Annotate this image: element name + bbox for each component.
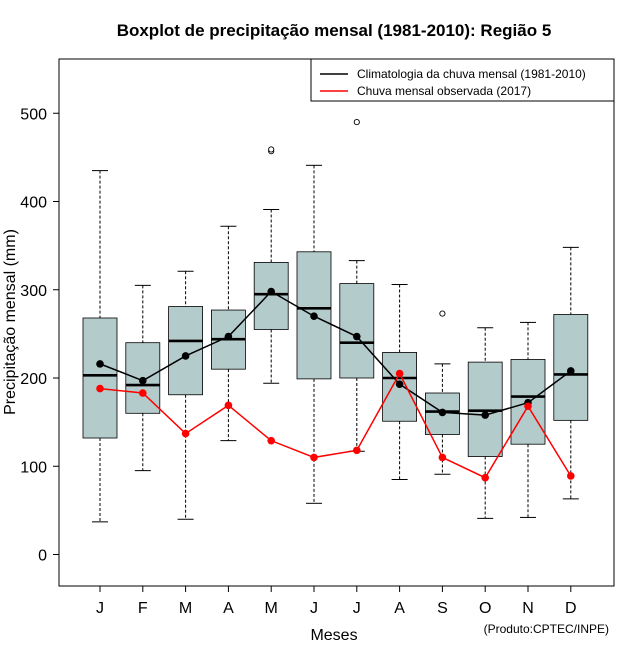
series-lines-group [96, 287, 575, 482]
series-point [524, 402, 532, 411]
legend-label-observada: Chuva mensal observada (2017) [357, 84, 531, 98]
y-axis: 0 100 200 300 400 500 [20, 106, 60, 565]
series-point [353, 446, 361, 455]
series-point [267, 436, 276, 445]
x-tick-label-8: S [437, 600, 448, 617]
x-tick-label-9: O [479, 600, 491, 617]
x-tick-label-1: F [138, 600, 148, 617]
series-point [181, 352, 190, 360]
box-iqr [82, 317, 118, 439]
series-point [181, 429, 190, 438]
outlier-point [439, 310, 446, 317]
series-point [267, 287, 276, 296]
outlier-point [353, 119, 360, 126]
box-iqr [467, 361, 503, 457]
box-8 [424, 310, 460, 475]
series-point [139, 389, 147, 397]
box-0 [82, 170, 118, 523]
series-point [395, 369, 404, 378]
x-tick-label-4: M [265, 600, 278, 617]
x-axis-label: Meses [310, 627, 357, 644]
series-point [310, 453, 318, 462]
series-point [481, 411, 490, 419]
series-point [395, 380, 404, 388]
box-10 [510, 321, 546, 518]
series-point [438, 408, 447, 417]
x-tick-label-3: A [223, 600, 234, 617]
series-line-1 [99, 371, 572, 479]
box-2 [168, 270, 204, 520]
legend-box [310, 58, 615, 102]
series-point [224, 401, 233, 410]
chart-title: Boxplot de precipitação mensal (1981-201… [117, 21, 552, 40]
series-point [224, 332, 233, 341]
box-6 [339, 119, 375, 452]
y-tick-label-100: 100 [20, 459, 47, 476]
y-tick-label-500: 500 [20, 106, 47, 123]
x-tick-label-6: J [353, 600, 361, 617]
box-4 [253, 146, 289, 384]
series-point [310, 312, 318, 321]
x-tick-label-11: D [565, 600, 577, 617]
series-point [353, 332, 361, 341]
outlier-point [268, 146, 275, 153]
x-tick-label-0: J [96, 600, 104, 617]
box-iqr [253, 261, 289, 330]
y-tick-label-400: 400 [20, 195, 47, 212]
y-tick-label-200: 200 [20, 371, 47, 388]
y-tick-label-0: 0 [38, 548, 47, 565]
x-tick-label-10: N [522, 600, 534, 617]
series-point [96, 360, 104, 368]
y-tick-label-300: 300 [20, 283, 47, 300]
series-point [438, 453, 447, 462]
series-1 [96, 369, 575, 482]
legend: Climatologia da chuva mensal (1981-2010)… [310, 58, 615, 102]
boxes-group [82, 119, 589, 523]
legend-label-climatologia: Climatologia da chuva mensal (1981-2010) [357, 67, 586, 81]
x-tick-label-7: A [394, 600, 405, 617]
series-0 [96, 287, 575, 419]
credit-text: (Produto:CPTEC/INPE) [484, 622, 609, 636]
box-9 [467, 327, 503, 519]
series-point [139, 376, 147, 385]
series-point [567, 472, 575, 480]
series-line-0 [99, 290, 572, 416]
series-point [567, 367, 575, 375]
series-point [96, 384, 104, 393]
series-point [481, 473, 490, 482]
x-tick-label-2: M [179, 600, 192, 617]
y-axis-label: Precipitação mensal (mm) [2, 229, 19, 415]
x-tick-label-5: J [310, 600, 318, 617]
